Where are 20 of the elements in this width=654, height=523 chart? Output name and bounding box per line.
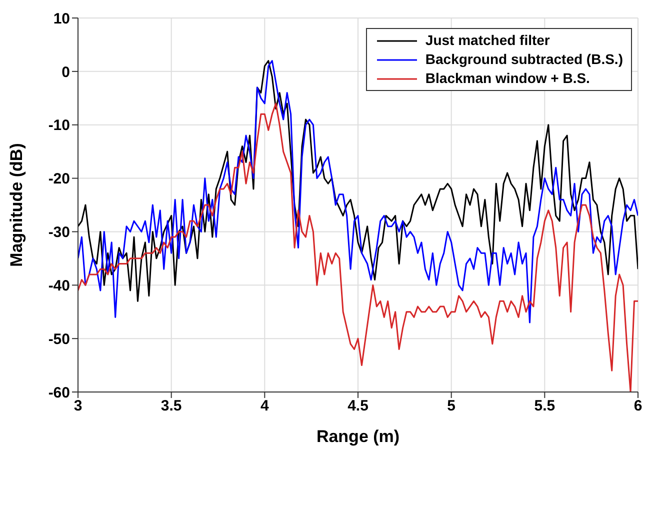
y-tick-label: -60 <box>48 384 70 402</box>
y-axis-title: Magnitude (dB) <box>7 143 26 267</box>
y-tick-label: 10 <box>53 10 70 28</box>
y-tick-label: -10 <box>48 117 70 134</box>
x-tick-label: 5 <box>447 398 456 415</box>
y-tick-label: 0 <box>62 64 70 81</box>
legend-label: Blackman window + B.S. <box>425 69 590 88</box>
y-tick-label: -30 <box>48 224 70 242</box>
y-tick-label: -20 <box>48 170 70 188</box>
legend-label: Just matched filter <box>425 31 550 50</box>
x-tick-label: 4.5 <box>348 398 368 415</box>
x-tick-label: 6 <box>634 398 642 415</box>
x-tick-label: 4 <box>260 398 270 415</box>
y-tick-label: -50 <box>48 330 70 348</box>
x-tick-label: 3 <box>74 398 82 415</box>
x-tick-label: 3.5 <box>160 398 182 415</box>
x-tick-label: 5.5 <box>534 398 556 415</box>
x-axis-title: Range (m) <box>316 427 400 446</box>
legend-label: Background subtracted (B.S.) <box>425 50 623 69</box>
y-tick-label: -40 <box>48 277 70 294</box>
